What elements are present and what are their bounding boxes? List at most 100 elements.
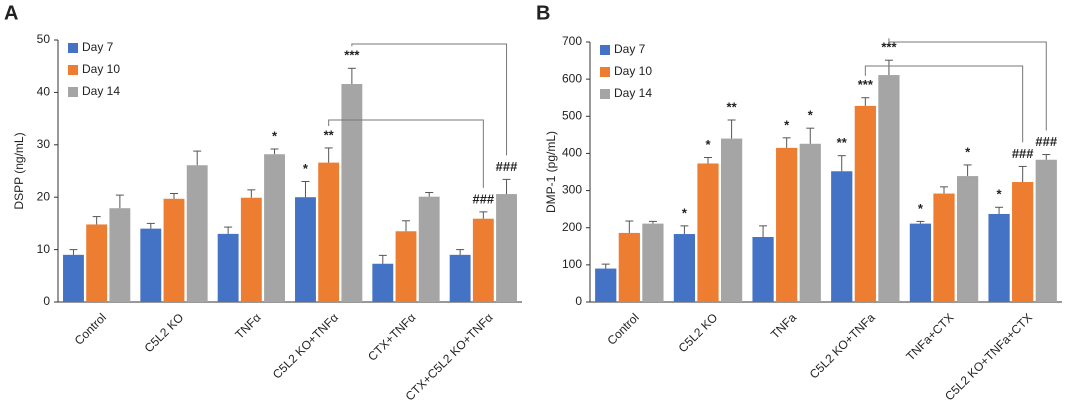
bar (1035, 159, 1057, 302)
bar (264, 154, 285, 302)
significance-label: * (808, 108, 814, 123)
bar (854, 105, 876, 302)
bar (831, 171, 853, 302)
y-tick-label: 50 (37, 32, 51, 46)
significance-label: *** (881, 40, 897, 55)
bar (395, 231, 417, 302)
bar (318, 162, 340, 302)
x-tick-label: C5L2 KO (676, 310, 721, 355)
comparison-bracket (864, 65, 1024, 143)
legend-swatch (68, 65, 78, 75)
bar (140, 228, 162, 302)
significance-label: ### (1035, 134, 1057, 149)
y-tick-label: 200 (562, 220, 582, 234)
significance-label: * (705, 137, 711, 152)
legend-swatch (68, 43, 78, 53)
x-tick-label: TNFa+CTX (903, 310, 956, 363)
x-tick-label: TNFa (768, 310, 799, 341)
significance-label: * (682, 205, 688, 220)
significance-label: ** (837, 135, 848, 150)
bar (642, 223, 664, 302)
bar (86, 224, 108, 302)
y-tick-label: 0 (43, 294, 50, 308)
bar (295, 197, 316, 302)
legend-swatch (600, 45, 610, 55)
bar (799, 143, 821, 302)
bar (776, 147, 798, 302)
significance-label: ### (496, 159, 518, 174)
y-tick-label: 40 (37, 85, 51, 99)
y-tick-label: 300 (562, 183, 582, 197)
x-tick-label: C5L2 KO+TNFa (807, 310, 878, 381)
y-tick-label: 400 (562, 146, 582, 160)
legend-swatch (600, 67, 610, 77)
comparison-bracket (888, 38, 1047, 131)
legend-swatch (68, 87, 78, 97)
comparison-bracket (351, 43, 508, 156)
bar (878, 75, 900, 302)
bar (496, 194, 517, 302)
bar (240, 197, 262, 302)
comparison-bracket (328, 119, 484, 188)
bar (933, 193, 955, 302)
significance-label: * (965, 144, 971, 159)
y-tick-label: 700 (562, 34, 582, 48)
legend-label: Day 10 (82, 62, 120, 76)
significance-label: *** (344, 48, 360, 63)
significance-label: ### (472, 191, 494, 206)
legend-label: Day 10 (614, 64, 652, 78)
bar (109, 208, 131, 302)
bar (752, 237, 774, 302)
y-tick-label: 10 (37, 242, 51, 256)
bar (186, 165, 208, 302)
significance-label: * (303, 161, 309, 176)
legend-label: Day 14 (614, 86, 652, 100)
y-tick-label: 100 (562, 257, 582, 271)
bar (673, 234, 696, 302)
significance-label: *** (858, 77, 874, 92)
significance-label: * (918, 201, 924, 216)
significance-label: * (997, 187, 1003, 202)
significance-label: * (272, 128, 278, 143)
bar (449, 254, 471, 302)
bar (720, 138, 743, 302)
bar (341, 84, 363, 303)
x-tick-label: C5L2 KO+TNFa+CTX (942, 310, 1035, 403)
y-tick-label: 600 (562, 71, 582, 85)
legend-label: Day 14 (82, 84, 120, 98)
bar (595, 268, 617, 302)
x-tick-label: Control (604, 310, 641, 347)
y-tick-label: 30 (37, 137, 51, 151)
bar (63, 254, 84, 302)
bar (418, 196, 440, 302)
panel-label: A (4, 2, 18, 24)
y-tick-label: 0 (575, 294, 582, 308)
bar (697, 163, 719, 302)
significance-label: ** (727, 99, 738, 114)
y-tick-label: 500 (562, 108, 582, 122)
bar (217, 233, 239, 302)
bar (372, 263, 394, 302)
legend-swatch (600, 89, 610, 99)
bar (956, 176, 979, 302)
significance-label: * (784, 117, 790, 132)
legend-label: Day 7 (82, 40, 114, 54)
significance-label: ### (1012, 146, 1034, 161)
y-tick-label: 20 (37, 189, 51, 203)
bar (618, 232, 640, 302)
panel-label: B (536, 2, 550, 24)
y-axis-label: DSPP (ng/mL) (12, 132, 26, 209)
bar (988, 213, 1010, 302)
significance-label: ** (324, 127, 335, 142)
bar (1012, 182, 1034, 302)
bar (472, 218, 494, 302)
x-tick-label: CTX+C5L2 KO+TNFα (403, 310, 496, 403)
x-tick-label: C5L2 KO (142, 310, 187, 355)
bar (909, 223, 932, 302)
bar (163, 198, 185, 302)
x-tick-label: Control (72, 310, 109, 347)
y-axis-label: DMP-1 (pg/mL) (544, 131, 558, 213)
x-tick-label: CTX+TNFα (365, 310, 418, 363)
x-tick-label: TNFα (232, 310, 263, 341)
